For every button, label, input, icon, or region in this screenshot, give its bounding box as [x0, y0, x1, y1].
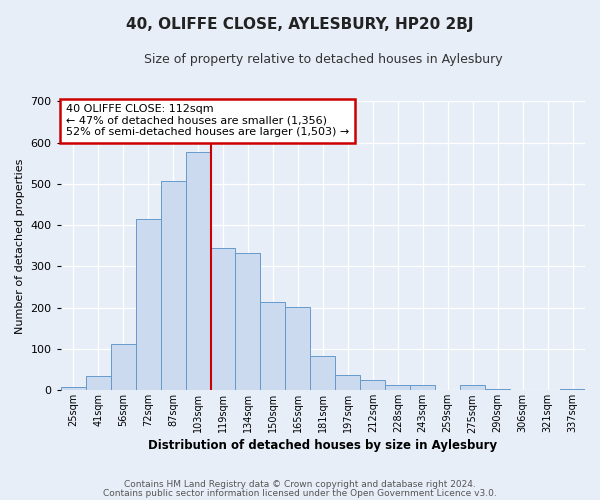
Bar	[410, 386, 435, 390]
X-axis label: Distribution of detached houses by size in Aylesbury: Distribution of detached houses by size …	[148, 440, 497, 452]
Bar	[310, 356, 335, 390]
Bar	[385, 386, 410, 390]
Bar	[110, 344, 136, 390]
Bar	[485, 389, 510, 390]
Bar	[361, 380, 385, 390]
Bar	[286, 307, 310, 390]
Bar	[185, 152, 211, 390]
Bar	[211, 248, 235, 390]
Bar	[136, 219, 161, 390]
Y-axis label: Number of detached properties: Number of detached properties	[15, 158, 25, 334]
Bar	[161, 181, 185, 390]
Text: Contains HM Land Registry data © Crown copyright and database right 2024.: Contains HM Land Registry data © Crown c…	[124, 480, 476, 489]
Text: 40 OLIFFE CLOSE: 112sqm
← 47% of detached houses are smaller (1,356)
52% of semi: 40 OLIFFE CLOSE: 112sqm ← 47% of detache…	[66, 104, 349, 138]
Title: Size of property relative to detached houses in Aylesbury: Size of property relative to detached ho…	[143, 52, 502, 66]
Bar	[86, 376, 110, 390]
Bar	[61, 387, 86, 390]
Text: Contains public sector information licensed under the Open Government Licence v3: Contains public sector information licen…	[103, 488, 497, 498]
Text: 40, OLIFFE CLOSE, AYLESBURY, HP20 2BJ: 40, OLIFFE CLOSE, AYLESBURY, HP20 2BJ	[126, 18, 474, 32]
Bar	[460, 386, 485, 390]
Bar	[235, 253, 260, 390]
Bar	[335, 376, 361, 390]
Bar	[260, 302, 286, 390]
